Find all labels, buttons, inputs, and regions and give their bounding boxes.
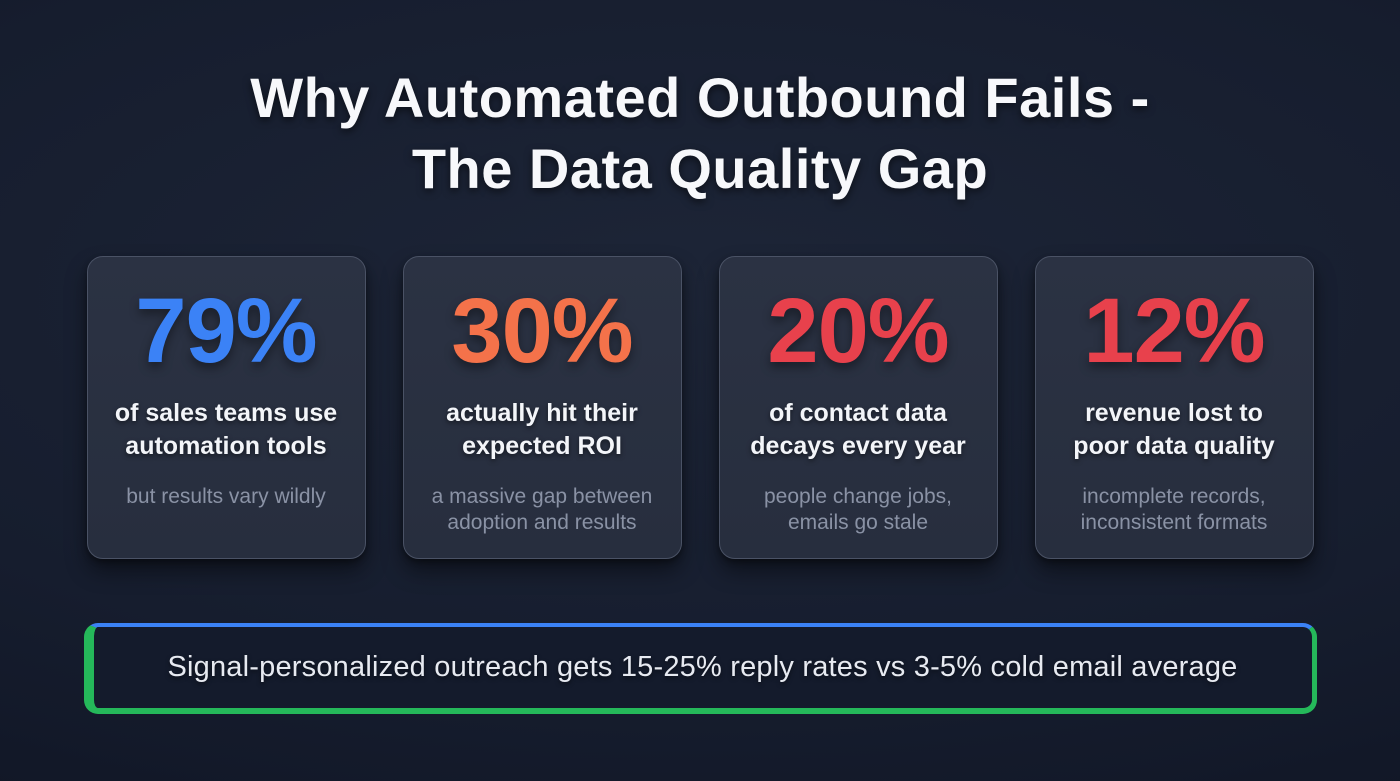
page-title-line2: The Data Quality Gap: [411, 137, 989, 200]
stat-headline: revenue lost to poor data quality: [1073, 399, 1275, 460]
stat-card-automation-adoption: 79% of sales teams use automation tools …: [86, 256, 366, 559]
stat-caption: but results vary wildly: [126, 485, 326, 508]
stat-caption: people change jobs, emails go stale: [764, 485, 952, 534]
page-title: Why Automated Outbound Fails - The Data …: [250, 62, 1150, 204]
stat-value: 79%: [135, 280, 317, 382]
stat-value: 30%: [451, 280, 633, 382]
stat-card-data-decay: 20% of contact data decays every year pe…: [718, 256, 998, 559]
stat-caption: a massive gap between adoption and resul…: [431, 485, 653, 534]
highlight-banner-text: Signal-personalized outreach gets 15-25%…: [167, 651, 1238, 683]
stat-cards-row: 79% of sales teams use automation tools …: [86, 256, 1314, 559]
stat-headline: actually hit their expected ROI: [446, 399, 638, 460]
page-title-line1: Why Automated Outbound Fails -: [250, 66, 1150, 129]
stat-card-expected-roi: 30% actually hit their expected ROI a ma…: [402, 256, 682, 559]
stat-value: 20%: [767, 280, 949, 382]
stat-headline: of contact data decays every year: [750, 399, 966, 460]
stat-caption: incomplete records, inconsistent formats: [1080, 485, 1268, 534]
stat-headline: of sales teams use automation tools: [114, 399, 338, 460]
stat-card-revenue-lost: 12% revenue lost to poor data quality in…: [1034, 256, 1314, 559]
stat-value: 12%: [1083, 280, 1265, 382]
highlight-banner: Signal-personalized outreach gets 15-25%…: [83, 623, 1317, 714]
